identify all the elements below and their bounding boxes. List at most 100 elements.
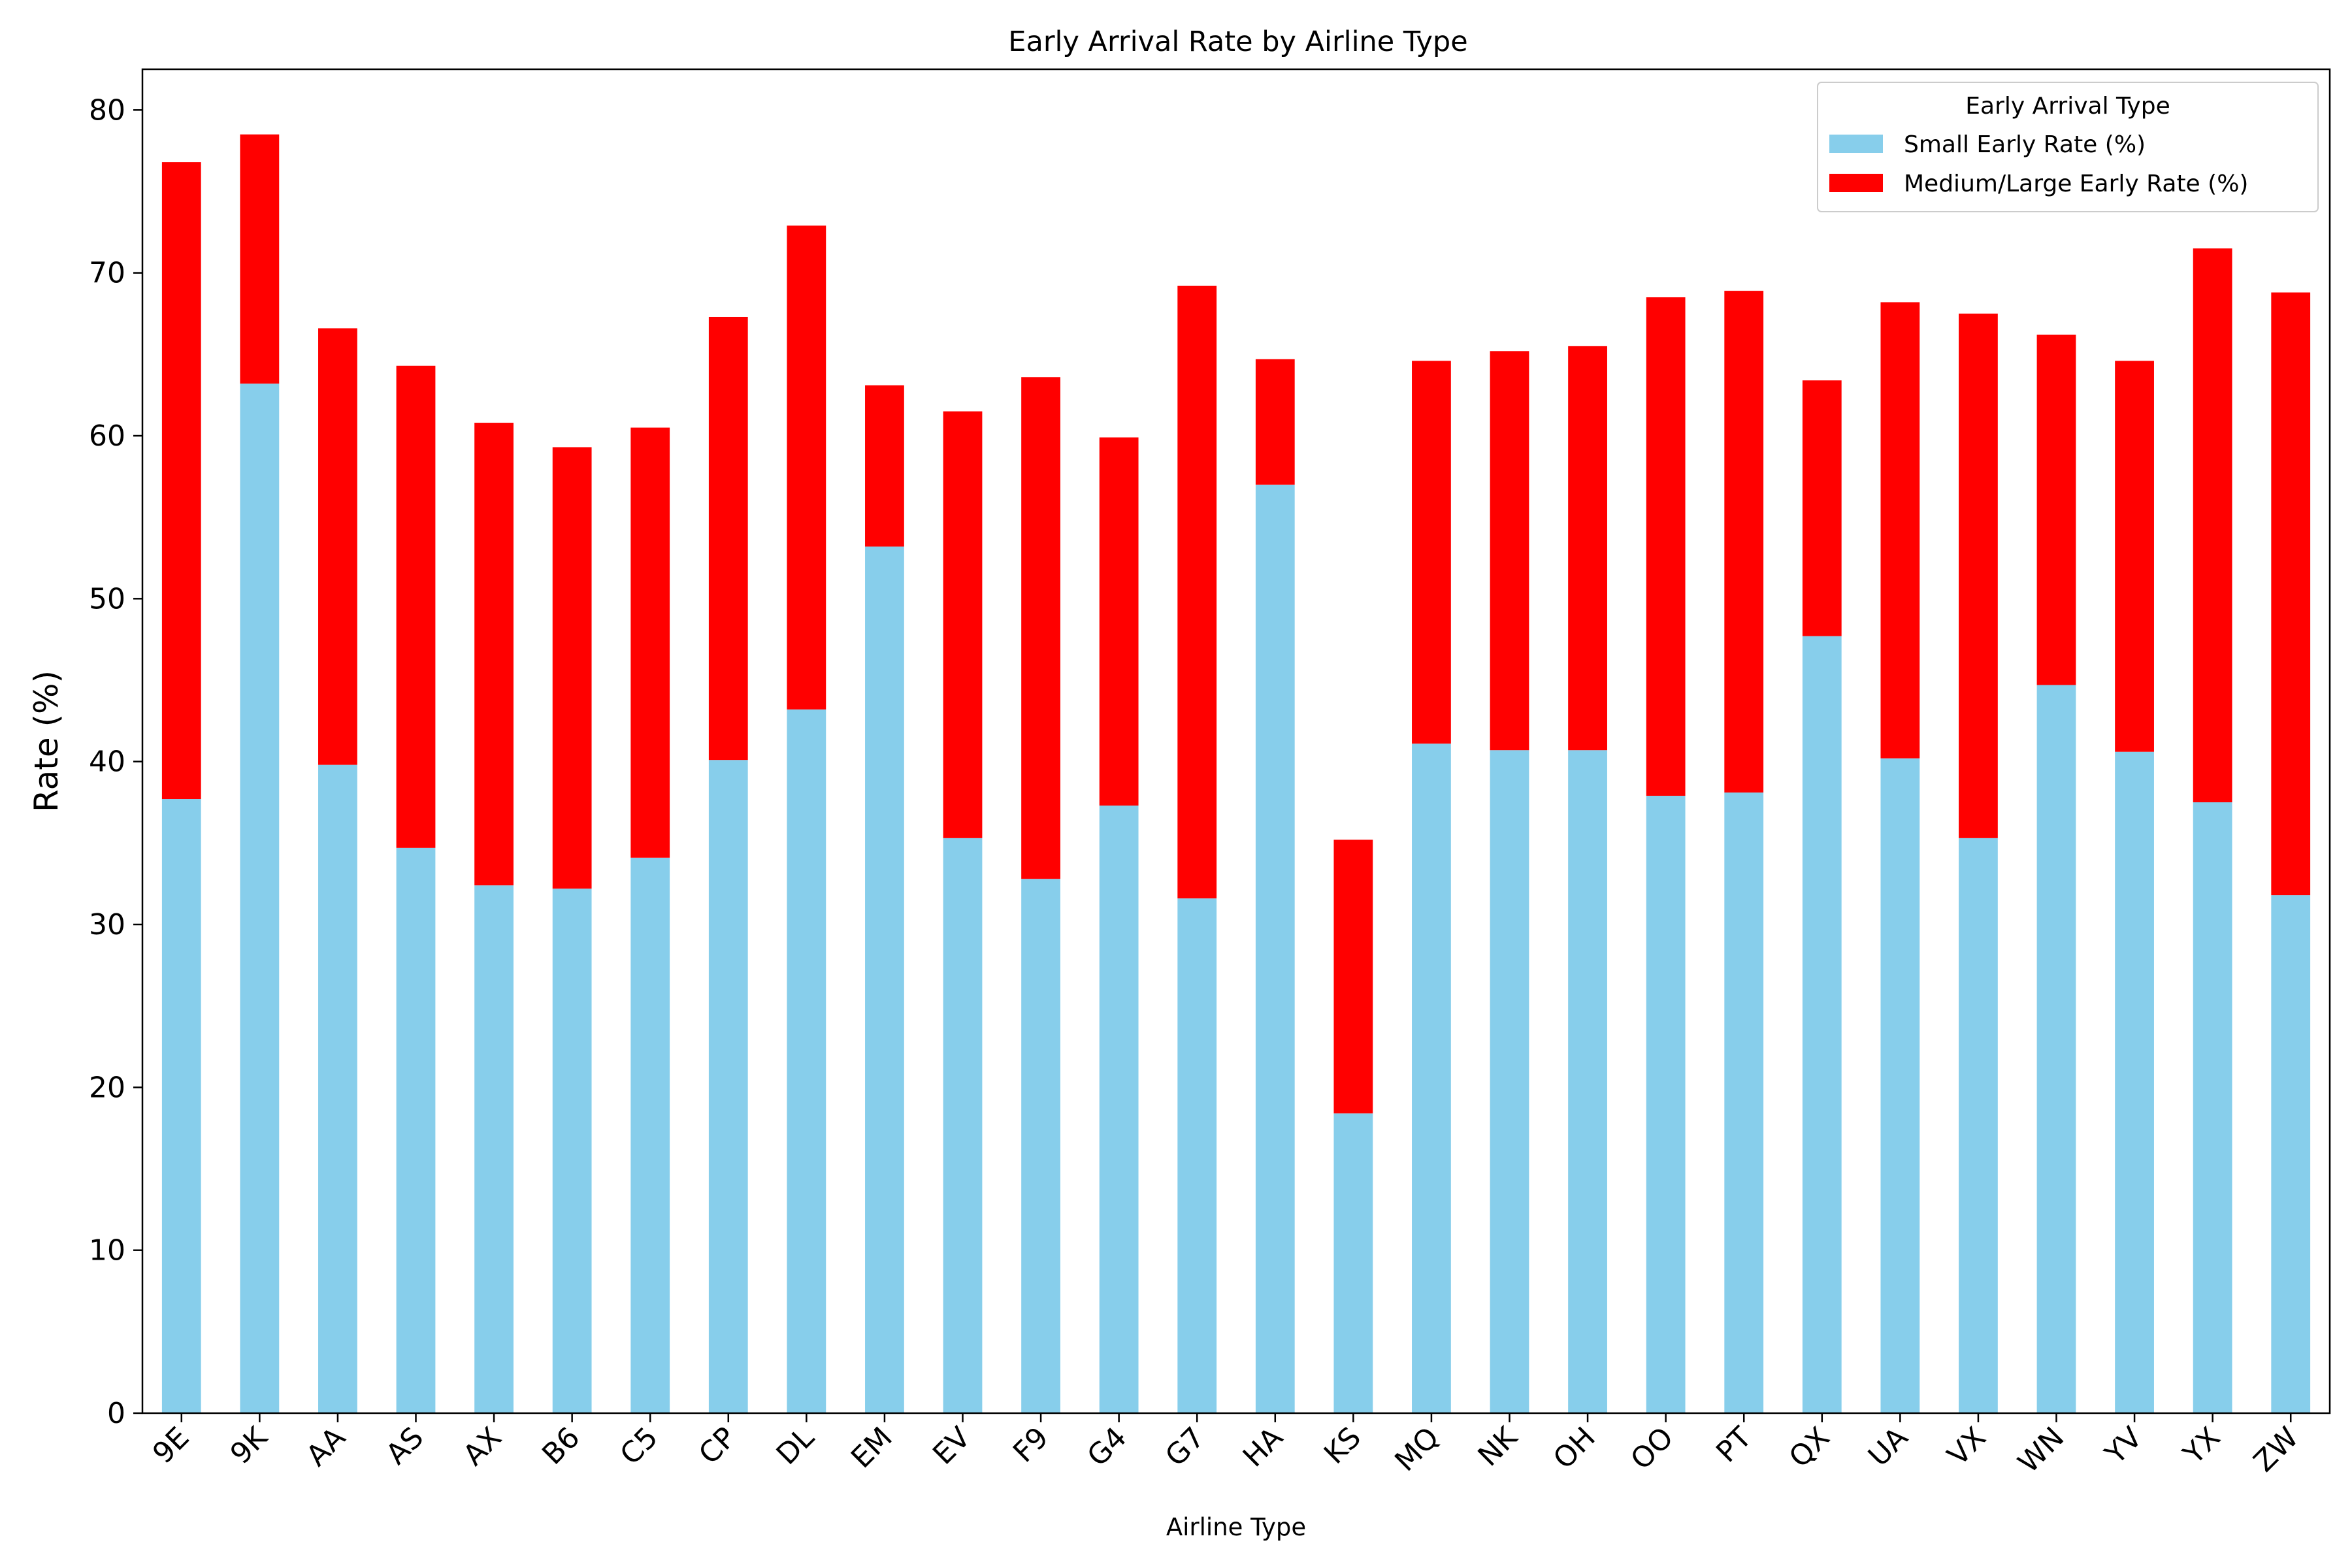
x-tick-label: AX [457, 1421, 508, 1473]
bar-ev-medium-large-early [943, 411, 983, 838]
bar-yv-small-early [2115, 751, 2154, 1413]
x-tick-label: OH [1547, 1421, 1602, 1476]
y-tick-label: 60 [89, 419, 125, 453]
legend-box [1817, 82, 2319, 212]
x-tick-label: F9 [1007, 1421, 1055, 1469]
bar-zw-small-early [2271, 895, 2311, 1413]
bar-aa-small-early [318, 764, 357, 1413]
bar-ua-medium-large-early [1880, 302, 1920, 759]
bar-g4-small-early [1099, 805, 1139, 1413]
bar-f9-medium-large-early [1021, 377, 1060, 879]
y-tick-label: 80 [89, 93, 125, 127]
legend-label-medium-large-early: Medium/Large Early Rate (%) [1904, 171, 2248, 197]
x-tick-label: PT [1710, 1421, 1758, 1469]
x-tick-label: C5 [613, 1421, 664, 1472]
bar-nk-small-early [1490, 750, 1529, 1413]
bar-nk-medium-large-early [1490, 351, 1529, 751]
y-tick-label: 40 [89, 745, 125, 779]
bar-qx-small-early [1802, 636, 1842, 1414]
y-tick-label: 70 [89, 257, 125, 290]
bar-ha-small-early [1255, 484, 1295, 1413]
y-tick-label: 10 [89, 1234, 125, 1267]
bar-wn-small-early [2036, 685, 2076, 1413]
legend-swatch-medium-large-early [1829, 174, 1883, 192]
x-tick-label: EV [926, 1421, 977, 1471]
bar-b6-medium-large-early [552, 447, 592, 889]
bar-ha-medium-large-early [1255, 359, 1295, 485]
bar-wn-medium-large-early [2036, 335, 2076, 685]
bar-em-small-early [865, 546, 904, 1414]
bar-vx-medium-large-early [1959, 314, 1998, 838]
x-axis: 9E 9K AA AS AX B6 C5 CP DL EM EV F9 G4 G7 HA KS MQ NK OH OO… [146, 1413, 2305, 1480]
x-tick-label: YX [2176, 1421, 2227, 1471]
bar-9k-small-early [240, 384, 280, 1413]
x-tick-label: B6 [536, 1421, 586, 1471]
bar-9k-medium-large-early [240, 134, 280, 384]
x-tick-label: HA [1237, 1421, 1290, 1474]
bar-g7-medium-large-early [1177, 286, 1217, 899]
x-tick-label: ZW [2247, 1421, 2305, 1478]
bar-oh-medium-large-early [1568, 346, 1607, 751]
bar-vx-small-early [1959, 838, 1998, 1413]
bar-oo-small-early [1646, 796, 1686, 1413]
bar-em-medium-large-early [865, 385, 904, 547]
bar-as-medium-large-early [396, 365, 436, 848]
x-tick-label: AA [300, 1421, 352, 1473]
bar-yx-medium-large-early [2193, 248, 2232, 802]
bar-9e-small-early [161, 799, 201, 1413]
x-tick-label: NK [1472, 1420, 1525, 1473]
x-tick-label: G4 [1081, 1421, 1133, 1473]
bar-f9-small-early [1021, 879, 1060, 1413]
bar-ax-medium-large-early [474, 423, 514, 886]
x-tick-label: OO [1624, 1421, 1680, 1477]
bar-9e-medium-large-early [161, 162, 201, 800]
x-tick-label: QX [1783, 1421, 1837, 1475]
bar-zw-medium-large-early [2271, 292, 2311, 896]
bar-yv-medium-large-early [2115, 361, 2154, 752]
x-tick-label: EM [845, 1421, 899, 1475]
y-axis-label: Rate (%) [27, 670, 65, 812]
legend: Early Arrival Type Small Early Rate (%) … [1817, 82, 2319, 212]
bar-dl-small-early [787, 709, 826, 1413]
x-tick-label: 9K [224, 1420, 274, 1471]
x-tick-label: G7 [1159, 1421, 1211, 1473]
bar-cp-small-early [708, 760, 748, 1413]
bar-pt-medium-large-early [1724, 291, 1764, 793]
x-tick-label: VX [1941, 1421, 1993, 1473]
bar-ks-small-early [1333, 1113, 1373, 1413]
bar-ax-small-early [474, 885, 514, 1413]
legend-swatch-small-early [1829, 135, 1883, 153]
bar-c5-medium-large-early [630, 427, 670, 858]
bar-pt-small-early [1724, 792, 1764, 1413]
x-tick-label: AS [380, 1421, 430, 1471]
bar-oo-medium-large-early [1646, 297, 1686, 796]
y-tick-label: 30 [89, 908, 125, 941]
x-tick-label: KS [1318, 1421, 1367, 1471]
x-tick-label: UA [1862, 1421, 1914, 1473]
x-tick-label: DL [770, 1420, 821, 1471]
y-tick-label: 20 [89, 1071, 125, 1104]
bar-c5-small-early [630, 857, 670, 1413]
x-axis-label: Airline Type [1166, 1513, 1306, 1541]
x-tick-label: CP [693, 1421, 743, 1471]
bar-mq-small-early [1412, 743, 1451, 1413]
bar-yx-small-early [2193, 802, 2232, 1413]
bar-ks-medium-large-early [1333, 840, 1373, 1114]
chart-title: Early Arrival Rate by Airline Type [1008, 25, 1467, 58]
bar-dl-medium-large-early [787, 225, 826, 710]
x-tick-label: 9E [146, 1421, 196, 1471]
plot-frame [141, 68, 2331, 1414]
x-tick-label: YV [2099, 1421, 2149, 1471]
y-tick-label: 50 [89, 582, 125, 615]
bar-g7-small-early [1177, 898, 1217, 1413]
bars-group [161, 134, 2311, 1414]
bar-as-small-early [396, 847, 436, 1413]
x-tick-label: WN [2012, 1421, 2070, 1480]
bar-mq-medium-large-early [1412, 361, 1451, 744]
y-axis: 0 10 20 30 40 50 60 70 80 [89, 93, 142, 1430]
bar-aa-medium-large-early [318, 328, 357, 765]
bar-b6-small-early [552, 889, 592, 1413]
legend-label-small-early: Small Early Rate (%) [1904, 131, 2146, 158]
x-tick-label: MQ [1388, 1421, 1445, 1478]
